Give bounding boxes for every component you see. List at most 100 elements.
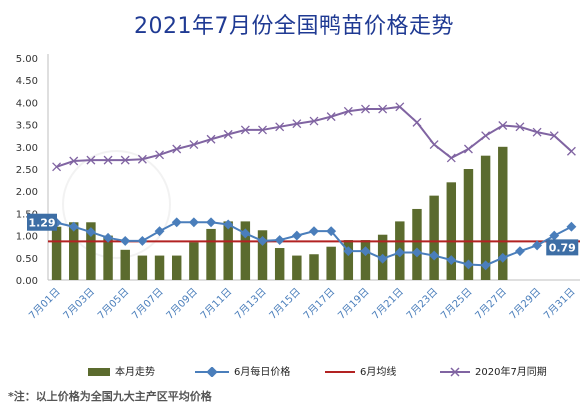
bar: [189, 242, 199, 280]
point-2020: [189, 140, 199, 150]
point-2020: [463, 144, 473, 154]
y-tick-label: 2.50: [16, 165, 38, 176]
point-june-daily: [532, 240, 543, 251]
point-2020: [498, 121, 508, 130]
point-2020: [155, 150, 165, 160]
x-tick-label: 7月09日: [164, 286, 200, 322]
point-june-daily: [429, 250, 440, 261]
bar: [137, 255, 148, 280]
bar: [154, 255, 165, 280]
bar: [343, 240, 354, 280]
legend-bar: 本月走势: [88, 363, 155, 378]
point-june-daily: [85, 227, 96, 237]
bar: [326, 246, 336, 280]
point-june-daily: [257, 235, 268, 246]
y-tick-label: 4.00: [16, 98, 38, 109]
point-june-daily: [309, 226, 319, 237]
y-tick-label: 3.00: [16, 143, 38, 154]
x-tick-label: 7月31日: [541, 286, 577, 322]
bar: [412, 208, 422, 280]
point-2020: [52, 162, 62, 172]
bar: [69, 222, 79, 280]
point-june-daily: [377, 253, 388, 264]
point-june-daily: [446, 255, 457, 265]
point-june-daily: [480, 260, 491, 271]
point-2020: [515, 122, 525, 132]
x-tick-label: 7月29日: [507, 286, 543, 322]
x-tick-label: 7月23日: [404, 286, 440, 322]
x-tick-label: 7月11日: [198, 286, 234, 322]
y-tick-label: 0.50: [16, 254, 38, 265]
legend-avg-label: 6月均线: [360, 367, 397, 378]
point-2020: [86, 155, 96, 165]
x-tick-label: 7月03日: [61, 286, 97, 322]
chart-title: 2021年7月份全国鸭苗价格走势: [134, 14, 454, 39]
legend-daily-swatch: [195, 367, 229, 377]
point-2020: [69, 156, 79, 166]
legend-lastyear: 2020年7月同期: [440, 363, 547, 378]
point-june-daily: [394, 247, 405, 258]
point-june-daily: [291, 230, 302, 241]
x-tick-label: 7月01日: [27, 286, 63, 322]
footnote: *注：以上价格为全国九大主产区平均价格: [8, 390, 212, 403]
legend-avg-swatch: [325, 371, 355, 373]
bar: [274, 248, 285, 280]
point-june-daily: [497, 252, 508, 263]
point-2020: [172, 144, 182, 154]
point-june-daily: [240, 228, 251, 239]
bar: [309, 254, 319, 280]
legend-lastyear-label: 2020年7月同期: [475, 367, 547, 378]
x-tick-label: 7月07日: [130, 286, 166, 322]
point-june-daily: [343, 246, 354, 257]
x-tick-label: 7月21日: [370, 286, 406, 322]
bar: [429, 195, 439, 280]
point-2020: [206, 134, 216, 144]
point-2020: [120, 155, 130, 165]
point-2020: [412, 117, 422, 127]
point-june-daily: [206, 217, 216, 228]
point-2020: [137, 154, 147, 164]
x-tick-label: 7月13日: [233, 286, 269, 322]
x-tick-label: 7月17日: [301, 286, 337, 322]
y-tick-label: 1.50: [16, 209, 38, 220]
bar: [206, 228, 216, 280]
point-2020: [481, 131, 491, 141]
bar: [51, 226, 62, 280]
bar: [463, 169, 474, 280]
bar: [257, 230, 268, 280]
point-june-daily: [566, 221, 577, 232]
callout-end-box: [546, 239, 579, 256]
y-tick-label: 1.00: [16, 232, 38, 243]
point-june-daily: [549, 230, 560, 241]
point-june-daily: [326, 226, 337, 237]
point-2020: [223, 129, 233, 139]
point-june-daily: [412, 247, 422, 258]
bar: [498, 146, 508, 280]
bar: [480, 155, 491, 280]
point-2020: [532, 127, 542, 137]
point-2020: [361, 104, 370, 114]
bar: [171, 255, 182, 280]
point-2020: [326, 112, 336, 122]
point-june-daily: [154, 226, 165, 237]
y-tick-label: 3.50: [16, 121, 38, 132]
point-2020: [343, 106, 353, 116]
point-2020: [566, 146, 576, 156]
y-tick-label: 0.00: [16, 276, 38, 287]
x-tick-label: 7月27日: [473, 286, 509, 322]
watermark-logo: [62, 150, 171, 259]
legend-bar-swatch: [88, 368, 110, 376]
point-2020: [240, 125, 250, 135]
point-june-daily: [463, 259, 474, 270]
point-2020: [309, 116, 319, 126]
point-2020: [446, 153, 456, 163]
y-tick-label: 5.00: [16, 54, 38, 65]
point-2020: [429, 140, 439, 150]
point-june-daily: [103, 232, 114, 243]
point-june-daily: [223, 219, 234, 230]
y-tick-label: 2.00: [16, 187, 38, 198]
bar: [86, 222, 96, 280]
point-2020: [103, 155, 113, 165]
point-june-daily: [514, 246, 525, 257]
